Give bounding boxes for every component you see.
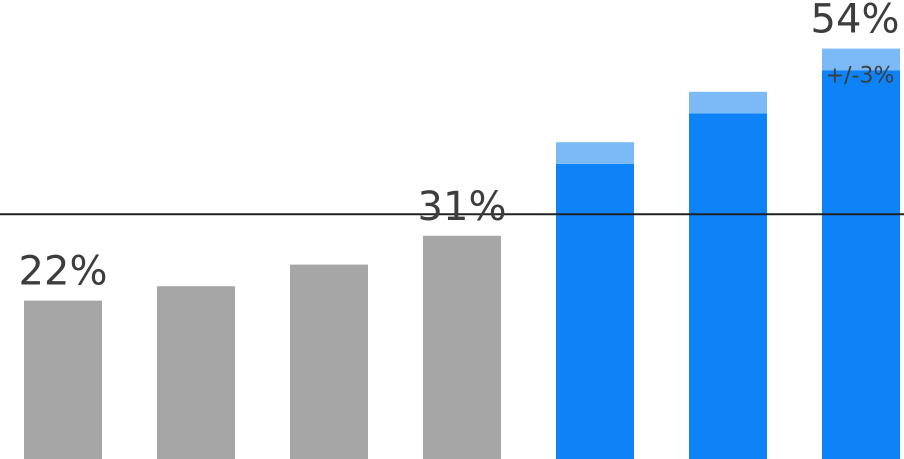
bar-4	[423, 235, 501, 459]
bars-group	[24, 48, 900, 459]
error-label-7: +/-3%	[826, 64, 895, 89]
bar-1	[24, 300, 102, 459]
margin-cap-7	[822, 48, 900, 71]
bar-5	[556, 163, 634, 459]
margin-cap-6	[689, 91, 767, 114]
data-label-7: 54%	[811, 0, 900, 43]
data-label-1: 22%	[19, 249, 108, 295]
bar-2	[157, 286, 235, 459]
bar-3	[290, 264, 368, 459]
labels-group: 22% 31% 54% +/-3%	[19, 0, 900, 295]
bar-7	[822, 70, 900, 459]
data-label-4: 31%	[418, 184, 507, 230]
bar-6	[689, 113, 767, 459]
margin-cap-5	[556, 142, 634, 164]
